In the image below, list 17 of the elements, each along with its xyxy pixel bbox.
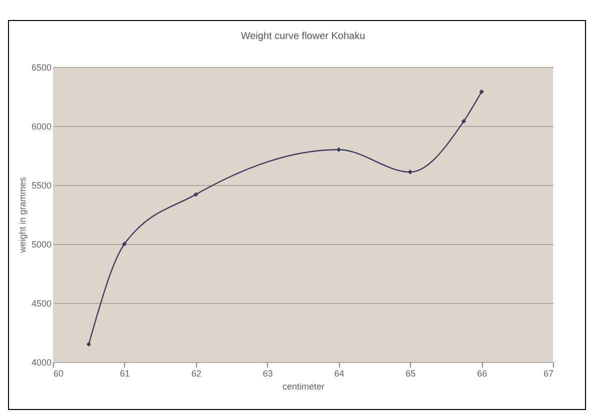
x-axis-title: centimeter (282, 382, 325, 392)
y-tick-label: 6500 (31, 62, 52, 72)
x-tick-label: 61 (120, 368, 130, 378)
y-tick-label: 4000 (31, 358, 52, 368)
x-tick-label: 65 (406, 368, 416, 378)
y-tick-label: 4500 (31, 298, 52, 308)
y-tick-label: 5000 (31, 240, 52, 250)
x-tick-label: 62 (191, 368, 202, 378)
x-tick-label: 67 (543, 368, 554, 378)
y-tick-label: 6000 (31, 122, 52, 132)
y-axis-title: weight in grammes (17, 176, 28, 254)
chart-title: Weight curve flower Kohaku (240, 31, 366, 42)
x-tick-label: 60 (54, 368, 64, 378)
x-tick-label: 66 (477, 368, 488, 378)
x-tick-label: 64 (334, 368, 344, 378)
y-tick-label: 5500 (31, 180, 52, 190)
x-tick-label: 63 (262, 368, 273, 378)
